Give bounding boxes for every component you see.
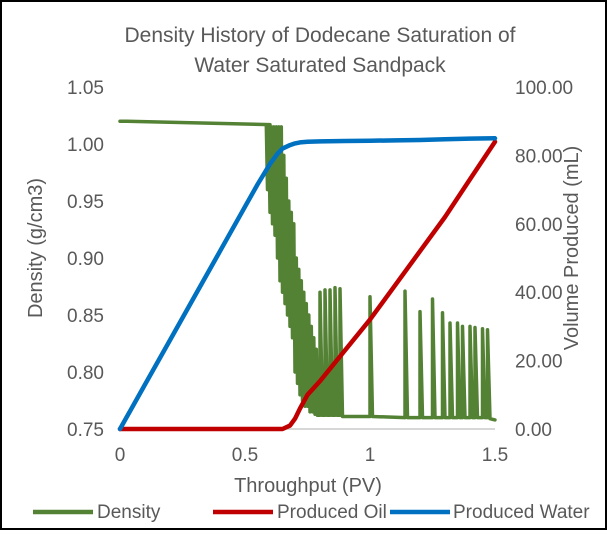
y2-tick-label: 0.00	[515, 420, 552, 441]
y2-tick-label: 60.00	[515, 215, 563, 236]
legend-item: Density	[33, 502, 161, 523]
y2-tick-label: 40.00	[515, 283, 563, 304]
x-axis-label: Throughput (PV)	[234, 475, 382, 497]
y-tick-label: 0.80	[67, 363, 104, 384]
x-tick-label: 1.5	[482, 445, 508, 466]
y2-tick-label: 100.00	[515, 78, 573, 99]
ticks-layer: 0 0.5 1 1.5 0.75 0.80 0.85 0.90 0.95 1.00 1.05 0.00…	[67, 78, 573, 466]
y2-tick-label: 20.00	[515, 352, 563, 373]
series-line-produced-oil	[117, 139, 498, 432]
y2-axis-label: Volume Produced (mL)	[561, 146, 583, 351]
chart-title-line-2: Water Saturated Sandpack	[194, 54, 446, 77]
x-tick-label: 0	[115, 445, 126, 466]
legend-label: Produced Oil	[277, 502, 387, 523]
legend: Density Produced Oil Produced Water	[33, 502, 590, 523]
x-tick-label: 1	[365, 445, 376, 466]
series-line-produced-water	[117, 136, 498, 432]
y-tick-label: 0.75	[67, 420, 104, 441]
legend-label: Produced Water	[453, 502, 590, 523]
series-line-density	[118, 119, 497, 422]
chart-title-line-1: Density History of Dodecane Saturation o…	[124, 24, 515, 47]
legend-item: Produced Water	[390, 502, 590, 523]
y-tick-label: 1.00	[67, 135, 104, 156]
y-tick-label: 0.90	[67, 249, 104, 270]
legend-item: Produced Oil	[213, 502, 387, 523]
y-tick-label: 1.05	[67, 78, 104, 99]
y-tick-label: 0.95	[67, 192, 104, 213]
y2-tick-label: 80.00	[515, 146, 563, 167]
legend-label: Density	[97, 502, 161, 523]
series-layer	[117, 119, 498, 432]
y-axis-label: Density (g/cm3)	[25, 178, 47, 318]
x-tick-label: 0.5	[232, 445, 258, 466]
y-tick-label: 0.85	[67, 306, 104, 327]
